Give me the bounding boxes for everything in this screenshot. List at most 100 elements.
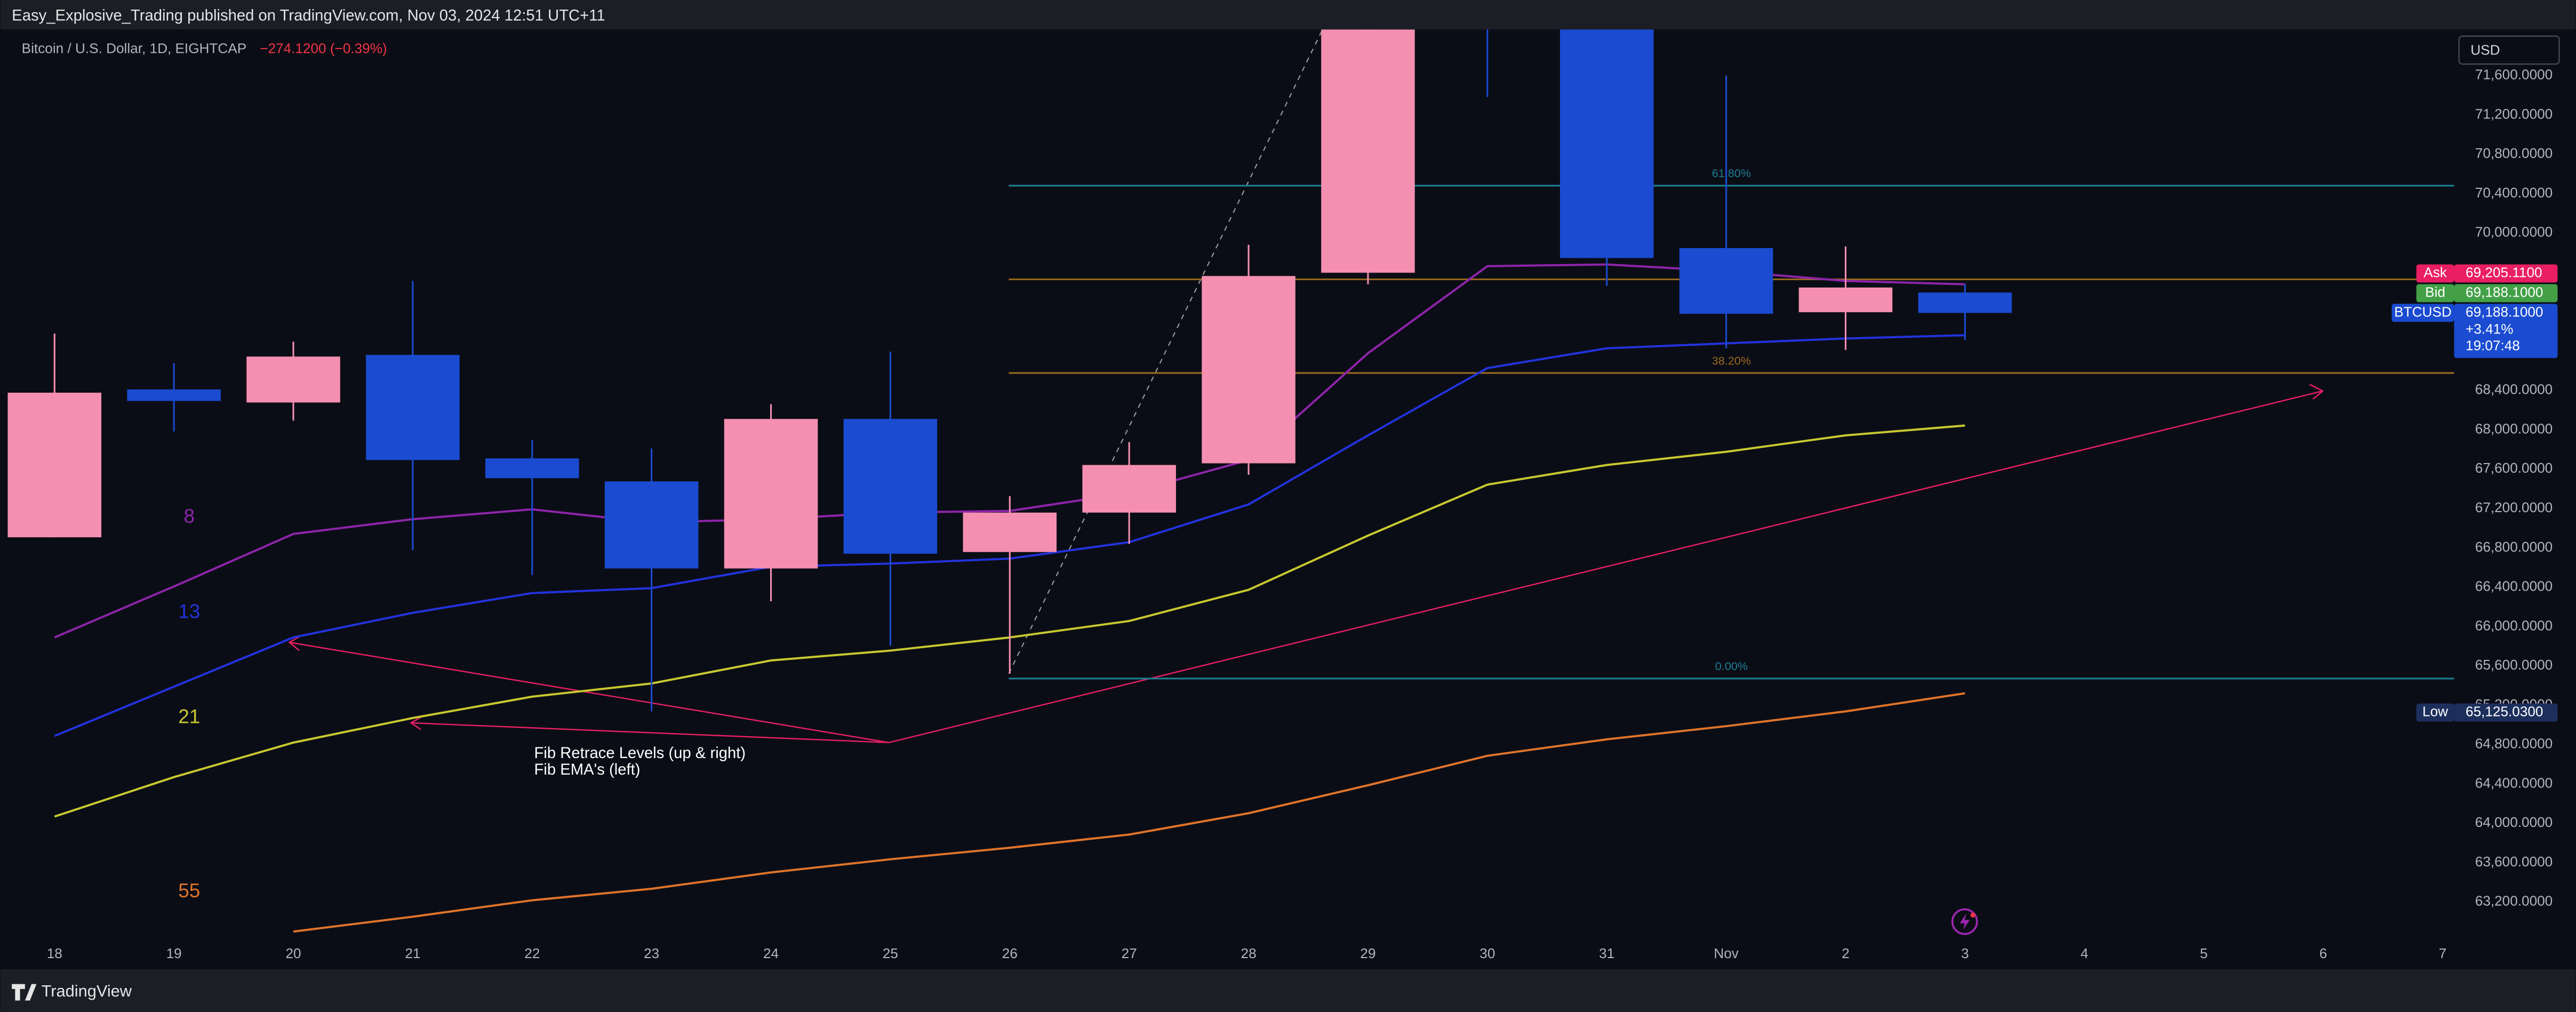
top-bar [0, 0, 2576, 30]
y-tick-label: 70,400.0000 [2475, 185, 2553, 201]
logo[interactable] [12, 984, 37, 1001]
x-tick-label: 24 [763, 945, 779, 961]
arrow-head [410, 715, 423, 730]
currency-box[interactable] [2458, 35, 2560, 65]
ema-label: 13 [178, 600, 200, 622]
y-tick-label: 63,600.0000 [2475, 854, 2553, 870]
y-tick-label: 64,400.0000 [2475, 775, 2553, 791]
y-tick-label: 70,800.0000 [2475, 145, 2553, 161]
ema-label: 8 [184, 505, 195, 527]
price-countdown: 19:07:48 [2466, 338, 2520, 354]
x-tick-label: 18 [47, 945, 62, 961]
currency[interactable]: USD [2470, 42, 2500, 58]
candle-body [1082, 465, 1176, 513]
y-tick-label: 71,200.0000 [2475, 106, 2553, 122]
y-tick-label: 66,800.0000 [2475, 539, 2553, 555]
candle-body [1559, 29, 1654, 258]
x-tick-label: 23 [644, 945, 659, 961]
price-value-box [2454, 703, 2558, 722]
y-tick-label: 64,800.0000 [2475, 736, 2553, 752]
brand[interactable]: TradingView [42, 982, 132, 1000]
x-tick-label: 6 [2319, 945, 2327, 961]
x-tick-label: 28 [1241, 945, 1257, 961]
candle-body [963, 512, 1057, 552]
price-value: 69,188.1000 [2466, 284, 2543, 300]
y-tick-label: 67,200.0000 [2475, 499, 2553, 515]
y-tick-label: 68,000.0000 [2475, 420, 2553, 436]
x-tick-label: 31 [1599, 945, 1614, 961]
x-tick-label: 29 [1360, 945, 1375, 961]
alert-icon[interactable] [1951, 908, 1978, 935]
candle-body [1798, 287, 1893, 313]
trend-arrow [289, 641, 889, 744]
price-value: 69,205.1100 [2466, 264, 2542, 280]
fib-label: 61.80% [1712, 166, 1751, 180]
y-tick-label: 67,600.0000 [2475, 460, 2553, 476]
price-name: Bid [2425, 284, 2445, 300]
y-tick-label: 63,200.0000 [2475, 893, 2553, 909]
y-tick-label: 70,000.0000 [2475, 224, 2553, 240]
price-value-box [2454, 284, 2558, 302]
publish-info: Easy_Explosive_Trading published on Trad… [12, 7, 605, 25]
annotation: Fib Retrace Levels (up & right) [534, 745, 746, 762]
candle-body [366, 355, 460, 460]
y-tick-label: 65,600.0000 [2475, 657, 2553, 673]
trend-arrow [411, 722, 889, 744]
candle-body [724, 419, 818, 569]
candle-body [1918, 292, 2012, 313]
symbol-title: Bitcoin / U.S. Dollar, 1D, EIGHTCAP [22, 40, 247, 56]
price-value-box [2454, 304, 2558, 358]
x-tick-label: 2 [1842, 945, 1850, 961]
x-tick-label: 21 [405, 945, 420, 961]
price-value: 65,125.0300 [2466, 704, 2543, 720]
alert-dot [1970, 912, 1975, 918]
price-name-box [2391, 304, 2454, 322]
y-tick-label: 66,400.0000 [2475, 578, 2553, 594]
candle-body [246, 356, 340, 403]
arrow-head [288, 635, 301, 651]
ema-line [293, 692, 1965, 933]
candle-body [127, 389, 221, 401]
x-tick-label: 3 [1961, 945, 1969, 961]
price-value: 69,188.1000 [2466, 304, 2543, 320]
price-value-box [2454, 264, 2558, 283]
candle-body [843, 419, 938, 554]
x-tick-label: 25 [883, 945, 898, 961]
x-tick-label: 30 [1479, 945, 1495, 961]
price-name: Ask [2423, 264, 2447, 280]
fib-trend-line [1008, 29, 1323, 674]
alert-bolt[interactable] [1959, 913, 1970, 930]
trend-arrow [889, 390, 2323, 744]
x-tick-label: 7 [2439, 945, 2447, 961]
x-tick-label: 20 [285, 945, 301, 961]
price-name-box [2416, 284, 2454, 302]
price-name: Low [2422, 704, 2448, 720]
candle-body [485, 458, 579, 479]
candle-body [1321, 29, 1415, 273]
x-tick-label: 5 [2200, 945, 2208, 961]
bottom-bar [0, 969, 2576, 1012]
candle-body [604, 481, 699, 569]
y-tick-label: 71,600.0000 [2475, 67, 2553, 83]
plot-area [7, 29, 2454, 933]
y-tick-label: 68,400.0000 [2475, 381, 2553, 397]
y-tick-label: 64,000.0000 [2475, 814, 2553, 830]
candle-body [1679, 248, 1773, 314]
price-name-box [2416, 264, 2454, 283]
arrows [288, 384, 2324, 744]
x-tick-label: 19 [166, 945, 182, 961]
x-tick-label: Nov [1714, 945, 1739, 961]
y-tick-label: 66,000.0000 [2475, 617, 2553, 633]
price-change: +3.41% [2466, 321, 2513, 337]
symbol-change: −274.1200 (−0.39%) [260, 40, 387, 56]
fib-label: 0.00% [1715, 659, 1748, 673]
x-tick-label: 22 [524, 945, 540, 961]
x-tick-label: 26 [1002, 945, 1018, 961]
fib-label: 38.20% [1712, 354, 1751, 367]
x-tick-label: 4 [2081, 945, 2089, 961]
arrow-head [2309, 384, 2324, 400]
price-name-box [2416, 703, 2454, 722]
